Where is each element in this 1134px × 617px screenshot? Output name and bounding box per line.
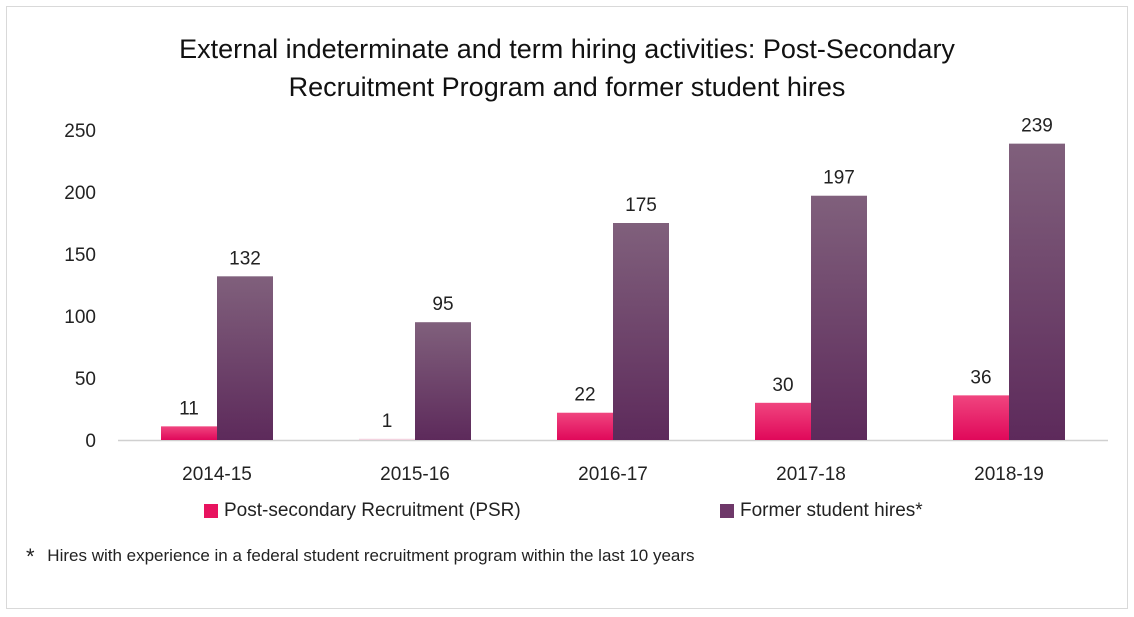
- legend-item-psr: Post-secondary Recruitment (PSR): [204, 500, 521, 522]
- data-label: 30: [772, 375, 793, 396]
- data-label: 95: [432, 294, 453, 315]
- bar-former-student: [811, 195, 867, 440]
- legend-item-former: Former student hires*: [720, 500, 923, 522]
- footnote: * Hires with experience in a federal stu…: [26, 544, 695, 570]
- chart-frame: [6, 6, 1128, 609]
- x-tick-label: 2016-17: [578, 464, 648, 485]
- data-label: 36: [970, 367, 991, 388]
- bar-psr: [953, 395, 1009, 440]
- data-label: 239: [1021, 116, 1053, 137]
- y-tick-label: 150: [64, 245, 96, 266]
- x-tick-label: 2014-15: [182, 464, 252, 485]
- data-label: 197: [823, 168, 855, 189]
- chart-title: External indeterminate and term hiring a…: [0, 30, 1134, 106]
- x-tick-label: 2017-18: [776, 464, 846, 485]
- legend-swatch-former: [720, 504, 734, 518]
- x-tick-label: 2018-19: [974, 464, 1044, 485]
- chart-title-line-2: Recruitment Program and former student h…: [288, 72, 846, 102]
- footnote-text: Hires with experience in a federal stude…: [47, 546, 695, 565]
- bar-psr: [557, 412, 613, 440]
- x-tick-label: 2015-16: [380, 464, 450, 485]
- legend: Post-secondary Recruitment (PSR) Former …: [0, 500, 1134, 526]
- bar-psr: [755, 402, 811, 440]
- footnote-marker: *: [26, 544, 35, 569]
- y-tick-label: 200: [64, 183, 96, 204]
- bar-psr: [359, 438, 415, 440]
- bar-former-student: [1009, 143, 1065, 440]
- data-label: 175: [625, 195, 657, 216]
- y-tick-label: 0: [85, 431, 96, 452]
- bar-psr: [161, 426, 217, 440]
- data-label: 22: [574, 385, 595, 406]
- data-label: 1: [382, 411, 393, 432]
- legend-label-former: Former student hires*: [740, 500, 923, 521]
- y-tick-label: 50: [75, 369, 96, 390]
- y-tick-label: 100: [64, 307, 96, 328]
- legend-swatch-psr: [204, 504, 218, 518]
- bar-former-student: [613, 223, 669, 440]
- chart-title-line-1: External indeterminate and term hiring a…: [179, 34, 955, 64]
- bar-former-student: [415, 322, 471, 440]
- data-label: 11: [179, 398, 199, 419]
- legend-label-psr: Post-secondary Recruitment (PSR): [224, 500, 521, 521]
- bar-former-student: [217, 276, 273, 440]
- data-label: 132: [229, 248, 261, 269]
- y-tick-label: 250: [64, 121, 96, 142]
